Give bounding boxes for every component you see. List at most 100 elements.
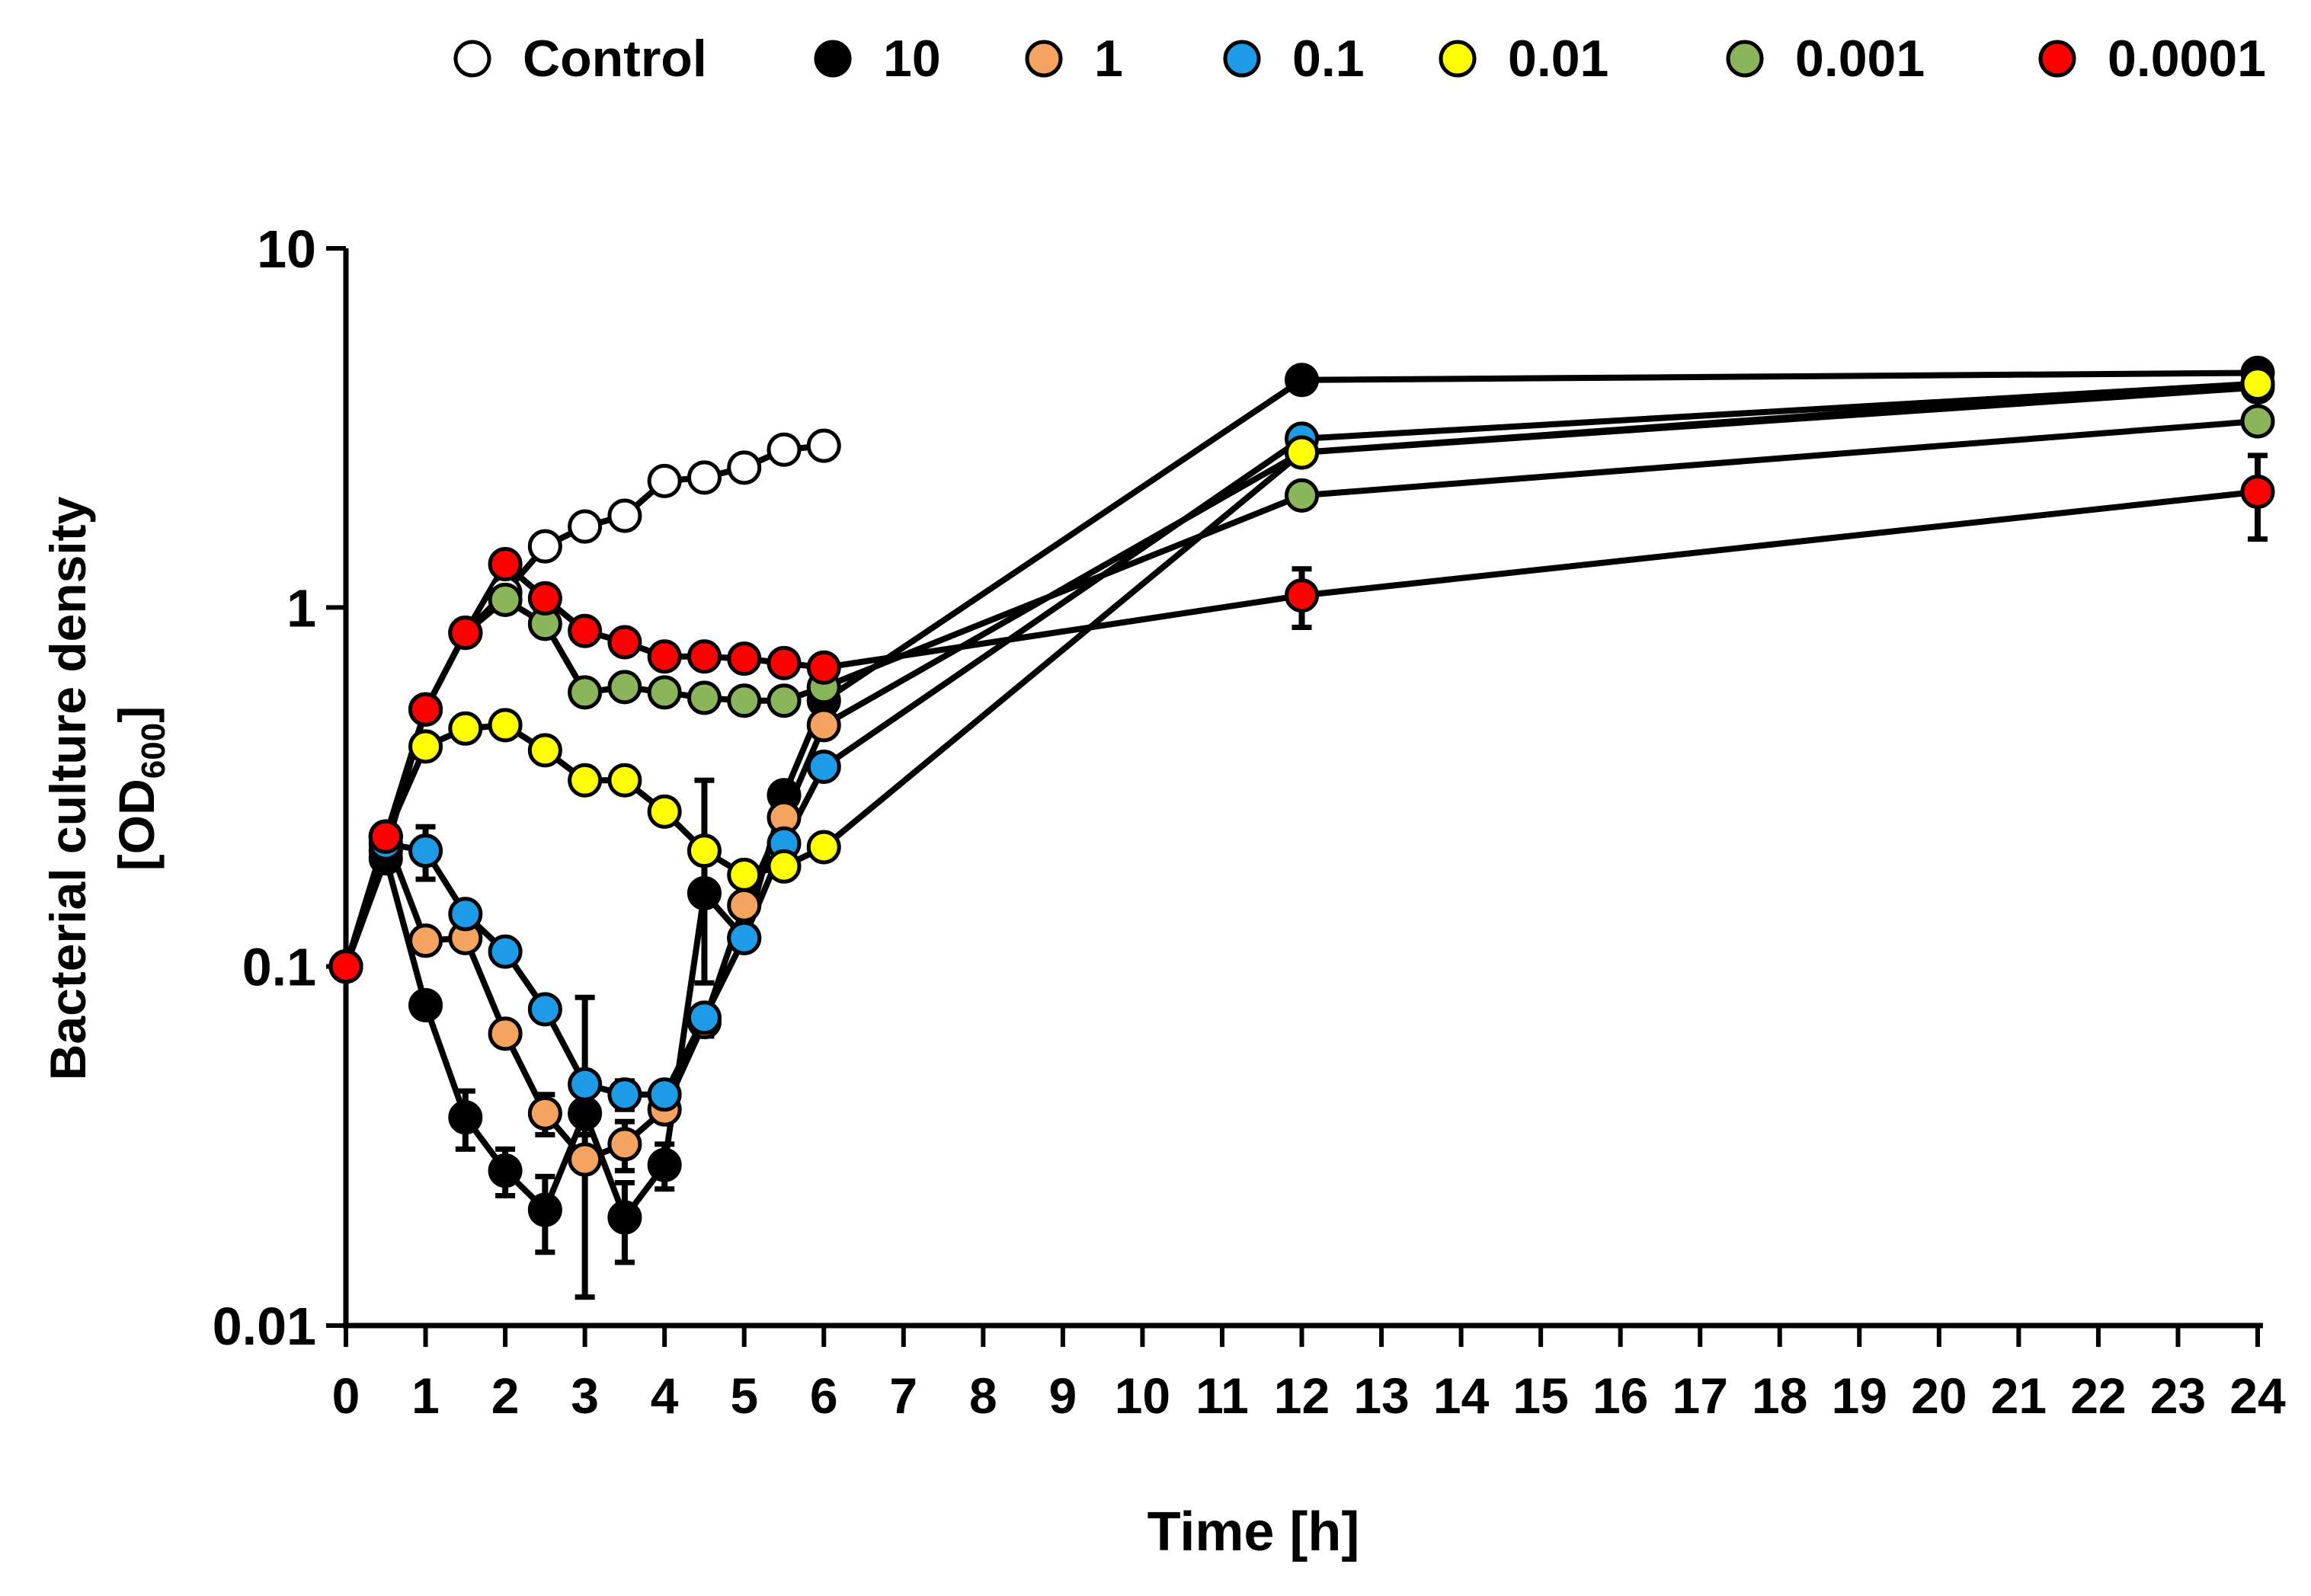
x-tick-label: 17	[1672, 1367, 1727, 1424]
data-point-1	[568, 1142, 603, 1177]
data-point-0p1	[647, 1077, 682, 1112]
data-point-0p0001	[408, 692, 443, 727]
data-point-0p1	[568, 1067, 603, 1102]
legend-marker-control	[453, 40, 491, 78]
data-point-0p0001	[2240, 474, 2275, 509]
data-point-10	[568, 1095, 603, 1131]
data-point-10	[1285, 363, 1319, 398]
data-point-control	[727, 450, 762, 485]
data-point-0p01	[527, 733, 562, 768]
data-point-0p1	[408, 833, 443, 868]
x-tick-label: 19	[1832, 1367, 1887, 1424]
data-point-1	[488, 1016, 523, 1051]
legend-label-10: 10	[883, 30, 941, 88]
x-tick-label: 7	[889, 1367, 917, 1424]
data-point-0p0001	[727, 641, 762, 676]
series-line-0p0001	[343, 488, 2258, 968]
y-axis-label-line1: Bacterial culture density	[40, 496, 96, 1080]
data-point-control	[568, 509, 603, 544]
x-tick-label: 21	[1991, 1367, 2047, 1424]
data-point-0p01	[408, 729, 443, 764]
y-axis-label-line2: [OD600]	[108, 706, 172, 871]
y-tick-label: 10	[257, 219, 316, 279]
data-point-control	[607, 498, 642, 533]
legend-marker-10	[814, 40, 852, 78]
x-tick-label: 23	[2150, 1367, 2206, 1424]
x-tick-label: 16	[1592, 1367, 1648, 1424]
x-tick-label: 4	[651, 1367, 679, 1424]
data-point-0p01	[727, 857, 762, 892]
data-point-0p0001	[647, 639, 682, 674]
data-point-0p1	[687, 1000, 722, 1035]
legend-marker-0p001	[1726, 40, 1764, 78]
x-tick-label: 13	[1353, 1367, 1409, 1424]
data-point-0p0001	[607, 625, 642, 660]
legend-marker-0p0001	[2038, 40, 2076, 78]
legend: Control 10 1 0.1 0.01 0.001 0.0001	[453, 30, 2266, 88]
data-point-10	[647, 1147, 682, 1182]
x-tick-label: 0	[332, 1367, 360, 1424]
data-point-1	[408, 923, 443, 958]
x-tick-label: 12	[1274, 1367, 1330, 1424]
x-tick-label: 1	[411, 1367, 440, 1424]
x-tick-label: 15	[1512, 1367, 1568, 1424]
data-point-0p01	[568, 763, 603, 798]
data-point-0p1	[527, 992, 562, 1027]
legend-marker-0p01	[1439, 40, 1477, 78]
data-point-0p001	[488, 582, 523, 617]
data-point-0p0001	[1285, 578, 1319, 613]
data-point-0p1	[806, 749, 841, 784]
data-point-0p01	[607, 763, 642, 798]
data-point-1	[727, 888, 762, 923]
data-point-control	[527, 529, 562, 564]
legend-label-0p1: 0.1	[1292, 30, 1365, 88]
x-tick-label: 5	[730, 1367, 758, 1424]
data-point-0p01	[806, 830, 841, 865]
data-point-0p0001	[767, 645, 802, 680]
data-point-0p01	[488, 708, 523, 743]
x-tick-label: 18	[1752, 1367, 1807, 1424]
x-tick-label: 2	[491, 1367, 520, 1424]
error-bars	[415, 453, 2268, 1300]
data-point-1	[607, 1127, 642, 1162]
legend-marker-1	[1025, 40, 1063, 78]
data-point-0p0001	[328, 949, 363, 984]
x-tick-label: 20	[1911, 1367, 1967, 1424]
x-tick-label: 11	[1196, 1367, 1249, 1424]
legend-label-0p01: 0.01	[1508, 30, 1608, 88]
x-ticks: 0 1 2 3 4 5 6 7 8 9 10 11 12 13 14 15 16 17 18 19 20 21 22 23 24	[332, 1326, 2286, 1424]
data-point-1	[806, 708, 841, 743]
markers	[328, 355, 2275, 1235]
data-point-0p0001	[368, 819, 403, 854]
data-point-0p001	[767, 683, 802, 718]
x-tick-label: 22	[2070, 1367, 2126, 1424]
data-point-0p01	[448, 711, 483, 746]
data-point-10	[687, 875, 722, 910]
data-point-10	[488, 1153, 523, 1188]
data-point-control	[767, 432, 802, 467]
legend-label-0p0001: 0.0001	[2108, 30, 2266, 88]
data-point-0p001	[568, 675, 603, 710]
y-tick-label: 0.01	[213, 1297, 316, 1356]
data-point-0p01	[2240, 366, 2275, 401]
data-point-0p1	[448, 897, 483, 932]
data-point-0p001	[727, 683, 762, 718]
data-point-10	[448, 1100, 483, 1135]
x-axis-label: Time [h]	[1147, 1502, 1360, 1562]
data-point-10	[408, 988, 443, 1023]
data-point-0p1	[727, 920, 762, 955]
data-point-0p001	[607, 670, 642, 705]
data-point-0p001	[647, 675, 682, 710]
y-ticks: 0.01 0.1 1 10	[213, 219, 346, 1356]
x-tick-label: 14	[1433, 1367, 1490, 1424]
data-point-0p0001	[448, 616, 483, 651]
x-tick-label: 6	[810, 1367, 838, 1424]
data-point-0p01	[647, 794, 682, 829]
data-point-10	[607, 1200, 642, 1235]
data-point-0p0001	[488, 547, 523, 582]
data-point-0p1	[488, 934, 523, 969]
data-point-control	[806, 428, 841, 463]
legend-label-1: 1	[1094, 30, 1123, 88]
data-point-0p0001	[568, 613, 603, 648]
